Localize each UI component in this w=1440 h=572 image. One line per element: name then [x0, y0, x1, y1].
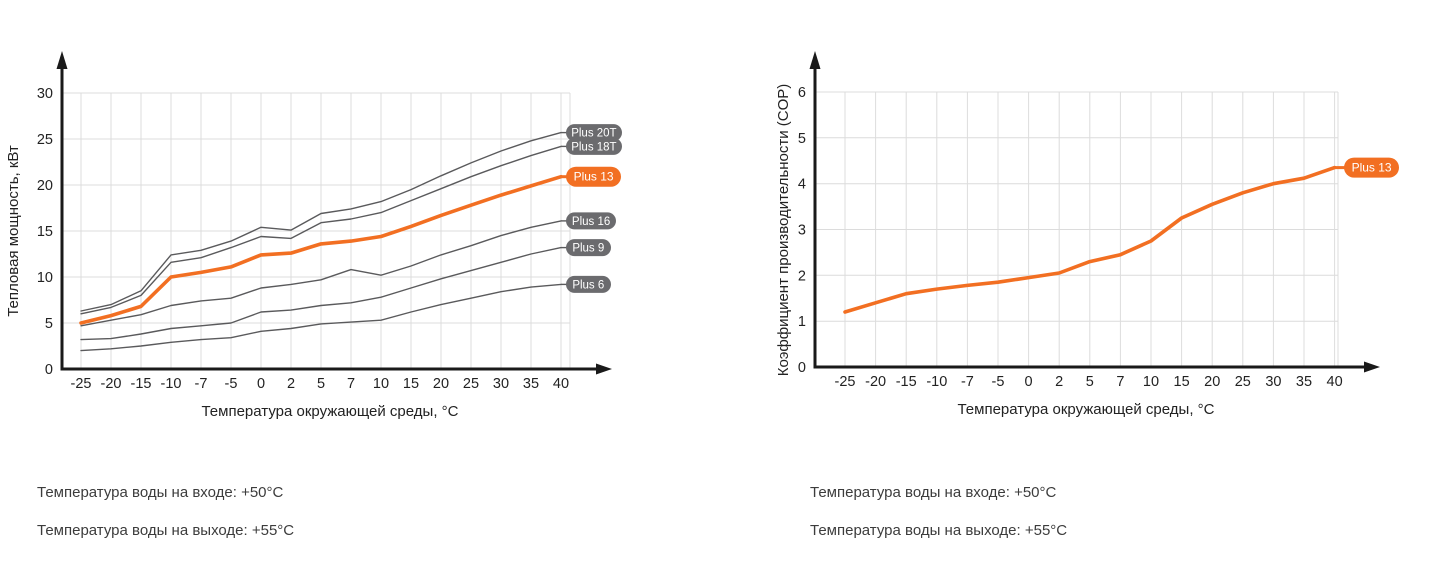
- series-pill-label-plus-16: Plus 16: [572, 216, 610, 228]
- series-pill-label-plus-9: Plus 9: [572, 243, 604, 255]
- y-tick-label: 5: [798, 131, 806, 147]
- x-tick-label: -20: [865, 374, 886, 390]
- y-tick-label: 3: [798, 223, 806, 239]
- y-tick-label: 20: [37, 178, 53, 194]
- x-tick-label: -5: [225, 376, 238, 392]
- x-tick-label: 25: [463, 376, 479, 392]
- y-tick-label: 15: [37, 224, 53, 240]
- water-inlet-temperature-note-left: Температура воды на входе: +50°C: [37, 484, 284, 501]
- y-axis-title: Тепловая мощность, кВт: [5, 145, 22, 317]
- y-tick-label: 1: [798, 314, 806, 330]
- y-tick-label: 6: [798, 85, 806, 101]
- x-axis-title: Температура окружающей среды, °C: [957, 401, 1214, 418]
- series-pill-plus-16: [566, 212, 616, 230]
- x-tick-label: 30: [493, 376, 509, 392]
- water-inlet-temperature-note-right: Температура воды на входе: +50°C: [810, 484, 1057, 501]
- y-axis-arrow: [809, 51, 821, 69]
- x-tick-label: -10: [161, 376, 182, 392]
- y-tick-label: 30: [37, 86, 53, 102]
- x-tick-label: -5: [992, 374, 1005, 390]
- series-line-plus-18t: [80, 145, 562, 315]
- x-tick-label: -25: [835, 374, 856, 390]
- series-line-plus-13: [843, 165, 1337, 314]
- x-tick-label: 25: [1235, 374, 1251, 390]
- series-pill-plus-13: [566, 166, 621, 187]
- series-pill-label-plus-13: Plus 13: [574, 170, 614, 184]
- x-tick-label: 10: [1143, 374, 1159, 390]
- x-tick-label: 20: [433, 376, 449, 392]
- series-pill-label-plus-18t: Plus 18T: [571, 141, 616, 153]
- x-axis-arrow: [596, 363, 612, 375]
- x-tick-label: -20: [101, 376, 122, 392]
- x-tick-label: -7: [195, 376, 208, 392]
- heat-output-chart: 0 5 10 15 20 25 30 -25 -20 -15 -10 -7 -5 0 2 5 7 10 15 20 25…: [0, 40, 700, 445]
- series-pill-plus-9: [566, 239, 611, 257]
- x-tick-label: 40: [1327, 374, 1343, 390]
- x-tick-label: 20: [1204, 374, 1220, 390]
- x-tick-label: -10: [926, 374, 947, 390]
- series-pill-label-plus-20t: Plus 20T: [571, 128, 616, 140]
- series-pill-plus-20t: [566, 124, 622, 142]
- y-tick-label: 4: [798, 177, 806, 193]
- x-tick-label: 35: [1296, 374, 1312, 390]
- y-tick-label: 0: [798, 360, 806, 376]
- x-tick-label: 7: [347, 376, 355, 392]
- series-pill-label-plus-6: Plus 6: [572, 279, 604, 291]
- series-pill-label-plus-13: Plus 13: [1352, 161, 1392, 175]
- x-tick-label: -15: [131, 376, 152, 392]
- x-tick-label: 5: [317, 376, 325, 392]
- series-line-plus-20t: [80, 131, 562, 312]
- y-tick-label: 2: [798, 268, 806, 284]
- x-axis-title: Температура окружающей среды, °C: [201, 403, 458, 420]
- x-tick-label: 2: [287, 376, 295, 392]
- series-line-plus-13: [79, 174, 563, 325]
- y-axis-arrow: [56, 51, 68, 69]
- x-tick-label: -7: [961, 374, 974, 390]
- y-tick-label: 25: [37, 132, 53, 148]
- cop-chart: 0 1 2 3 4 5 6 -25 -20 -15 -10 -7 -5 0 2 5 7 10 15 20 25 30 35 4…: [770, 40, 1440, 445]
- y-tick-label: 0: [45, 362, 53, 378]
- x-axis-arrow: [1364, 361, 1380, 373]
- y-tick-label: 10: [37, 270, 53, 286]
- x-tick-label: 40: [553, 376, 569, 392]
- y-axis-title: Коэффициент производительности (COP): [775, 84, 792, 377]
- x-tick-label: 5: [1086, 374, 1094, 390]
- series-line-plus-16: [80, 220, 562, 327]
- x-tick-label: 30: [1265, 374, 1281, 390]
- x-tick-label: 0: [257, 376, 265, 392]
- series-line-plus-9: [80, 246, 562, 341]
- series-line-plus-6: [80, 283, 562, 352]
- x-tick-label: -15: [896, 374, 917, 390]
- x-tick-label: 0: [1025, 374, 1033, 390]
- x-tick-label: 10: [373, 376, 389, 392]
- water-outlet-temperature-note-left: Температура воды на выходе: +55°C: [37, 522, 295, 539]
- series-pill-plus-6: [566, 275, 611, 293]
- x-tick-label: 2: [1055, 374, 1063, 390]
- x-tick-label: -25: [71, 376, 92, 392]
- x-tick-label: 15: [403, 376, 419, 392]
- series-pill-plus-13: [1344, 157, 1399, 178]
- x-tick-label: 7: [1116, 374, 1124, 390]
- water-outlet-temperature-note-right: Температура воды на выходе: +55°C: [810, 522, 1068, 539]
- x-tick-label: 35: [523, 376, 539, 392]
- y-tick-label: 5: [45, 316, 53, 332]
- x-tick-label: 15: [1174, 374, 1190, 390]
- series-pill-plus-18t: [566, 137, 622, 155]
